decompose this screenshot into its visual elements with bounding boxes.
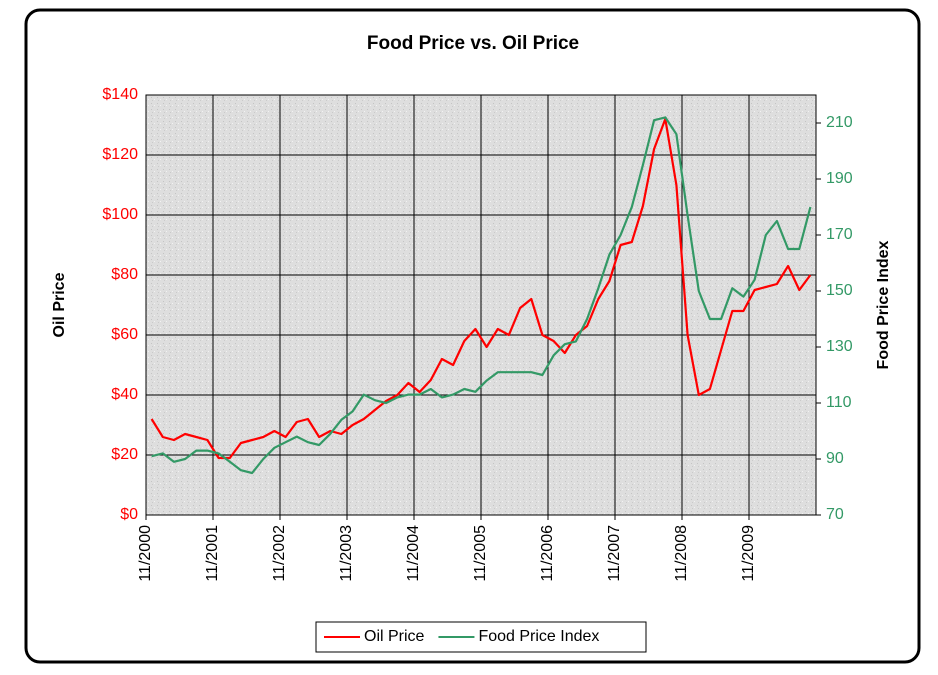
- legend-box: [315, 621, 647, 653]
- x-tick-label: 11/2000: [137, 525, 154, 582]
- line-series: [150, 117, 812, 460]
- y-tick-label: $0: [120, 506, 138, 523]
- y-tick-label: $60: [111, 326, 138, 343]
- y-tick-label: $120: [102, 146, 138, 163]
- y2-tick-label: 110: [826, 394, 852, 411]
- x-tick-label: 11/2001: [204, 525, 221, 582]
- y2-tick-label: 150: [826, 282, 853, 299]
- x-tick-label: 11/2005: [472, 525, 489, 582]
- y-axis-title: Oil Price: [51, 272, 68, 337]
- y-tick-label: $80: [111, 266, 138, 283]
- chart-title: Food Price vs. Oil Price: [367, 33, 579, 54]
- line-series: [151, 116, 812, 475]
- y-tick-label: $20: [111, 446, 138, 463]
- x-tick-label: 11/2008: [673, 525, 690, 582]
- y-tick-label: $40: [111, 386, 138, 403]
- legend-label: Food Price Index: [478, 628, 599, 645]
- y2-tick-label: 90: [826, 450, 844, 467]
- x-tick-label: 11/2004: [405, 525, 422, 582]
- x-tick-label: 11/2006: [539, 525, 556, 582]
- plot-border: [145, 94, 817, 516]
- x-tick-label: 11/2009: [740, 525, 757, 582]
- x-tick-label: 11/2007: [606, 525, 623, 582]
- x-tick-label: 11/2002: [271, 525, 288, 582]
- y-tick-label: $140: [102, 86, 138, 103]
- y2-tick-label: 210: [826, 114, 853, 131]
- x-tick-label: 11/2003: [338, 525, 355, 582]
- y2-axis-title: Food Price Index: [875, 240, 892, 369]
- y2-tick-label: 190: [826, 170, 853, 187]
- y-tick-label: $100: [102, 206, 138, 223]
- y2-tick-label: 70: [826, 506, 844, 523]
- y2-tick-label: 130: [826, 338, 853, 355]
- y2-tick-label: 170: [826, 226, 853, 243]
- legend-label: Oil Price: [364, 628, 425, 645]
